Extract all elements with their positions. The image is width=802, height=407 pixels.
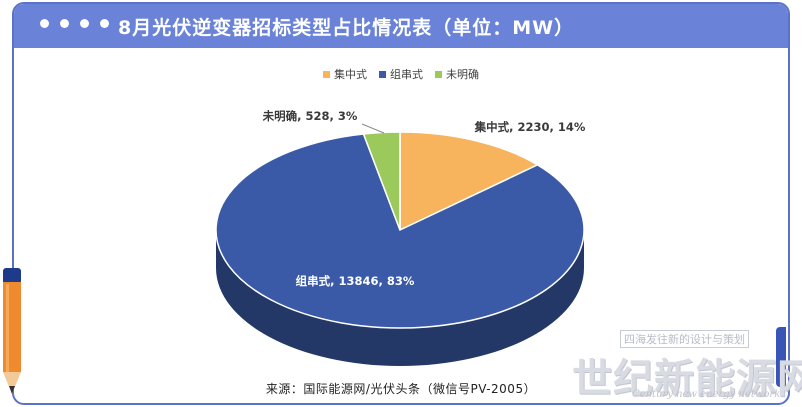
title-banner: 8月光伏逆变器招标类型占比情况表（单位：MW） bbox=[14, 4, 788, 48]
legend-swatch bbox=[435, 70, 442, 78]
watermark-logo-text: 世纪新能源网 bbox=[572, 356, 802, 402]
dot-icon bbox=[80, 19, 89, 28]
legend-swatch bbox=[379, 70, 386, 78]
legend-label: 未明确 bbox=[446, 68, 479, 81]
watermark-english: Century new energy network bbox=[632, 389, 781, 400]
legend-item-centralized: 集中式 bbox=[323, 66, 367, 82]
legend-label: 集中式 bbox=[334, 68, 367, 81]
chart-title: 8月光伏逆变器招标类型占比情况表（单位：MW） bbox=[118, 17, 575, 39]
chart-legend: 集中式 组串式 未明确 bbox=[14, 66, 788, 82]
right-edge-tab bbox=[776, 327, 786, 387]
dot-icon bbox=[40, 19, 49, 28]
decorative-dots bbox=[40, 19, 109, 28]
data-label-1: 组串式, 13846, 83% bbox=[296, 274, 415, 288]
legend-label: 组串式 bbox=[390, 68, 423, 81]
data-label-2: 未明确, 528, 3% bbox=[262, 109, 358, 123]
leader-line bbox=[361, 123, 385, 134]
legend-item-unspecified: 未明确 bbox=[435, 66, 479, 82]
data-label-0: 集中式, 2230, 14% bbox=[474, 120, 586, 134]
pie-slice-0 bbox=[399, 131, 540, 232]
dot-icon bbox=[100, 19, 109, 28]
legend-swatch bbox=[323, 70, 330, 78]
pie-side-1 bbox=[216, 230, 584, 366]
watermark-subtitle: 四海发往新的设计与策划 bbox=[620, 330, 749, 348]
source-note: 来源：国际能源网/光伏头条（微信号PV-2005） bbox=[265, 382, 537, 396]
legend-item-string: 组串式 bbox=[379, 66, 423, 82]
pencil-icon bbox=[3, 268, 21, 394]
pie-slice-1 bbox=[215, 133, 585, 329]
dot-icon bbox=[60, 19, 69, 28]
